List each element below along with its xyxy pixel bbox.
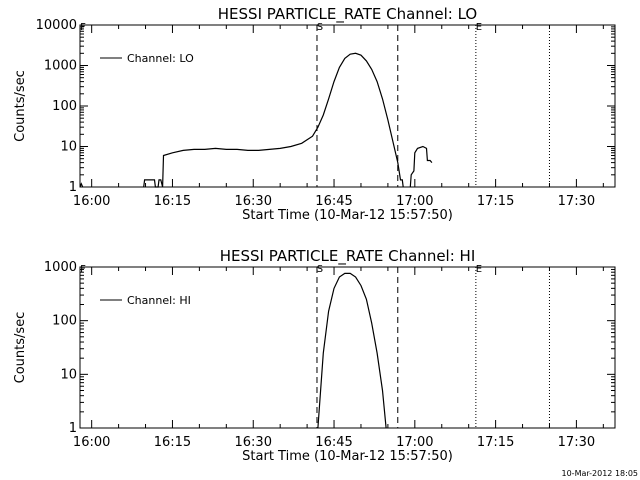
x-tick-label: 16:30 (235, 194, 272, 209)
y-tick-label: 10 (60, 140, 77, 155)
series-line (79, 182, 84, 188)
y-axis-label: Counts/sec (13, 70, 28, 142)
chart-title: HESSI PARTICLE_RATE Channel: LO (218, 5, 477, 24)
x-tick-label: 17:00 (396, 435, 433, 450)
series-line (317, 272, 387, 429)
x-tick-label: 17:30 (558, 435, 595, 450)
x-tick-label: 16:00 (73, 435, 110, 450)
event-marker-label: F (80, 264, 86, 275)
y-tick-label: 1000 (44, 260, 77, 275)
y-tick-label: 100 (52, 99, 77, 114)
legend-label: Channel: HI (127, 294, 191, 307)
legend-label: Channel: LO (127, 52, 194, 65)
event-marker-label: S (317, 264, 323, 275)
chart-title: HESSI PARTICLE_RATE Channel: HI (220, 247, 476, 266)
event-marker-label: F (80, 22, 86, 33)
event-marker-label: E (476, 22, 482, 33)
y-axis-label: Counts/sec (13, 312, 28, 384)
y-tick-label: 100 (52, 314, 77, 329)
y-tick-label: 1000 (44, 59, 77, 74)
x-tick-label: 16:00 (73, 194, 110, 209)
x-tick-label: 16:15 (154, 194, 191, 209)
x-tick-label: 17:30 (558, 194, 595, 209)
chart-panel-1: HESSI PARTICLE_RATE Channel: LO Counts/se… (13, 5, 616, 223)
y-tick-label: 10 (60, 367, 77, 382)
y-tick-label: 1 (69, 421, 77, 436)
chart-panel-2: HESSI PARTICLE_RATE Channel: HI Counts/se… (13, 247, 616, 464)
x-tick-label: 17:15 (477, 194, 514, 209)
event-marker-label: S (317, 22, 323, 33)
series-line (409, 145, 433, 188)
x-axis-label: Start Time (10-Mar-12 15:57:50) (242, 208, 453, 223)
x-tick-label: 16:45 (315, 435, 352, 450)
x-tick-label: 16:30 (235, 435, 272, 450)
x-tick-label: 16:45 (315, 194, 352, 209)
footer-timestamp: 10-Mar-2012 18:05 (562, 469, 639, 478)
x-tick-label: 17:15 (477, 435, 514, 450)
x-axis-label: Start Time (10-Mar-12 15:57:50) (242, 449, 453, 464)
x-tick-label: 16:15 (154, 435, 191, 450)
event-marker-label: E (476, 264, 482, 275)
plot-frame (79, 24, 616, 188)
x-tick-label: 17:00 (396, 194, 433, 209)
plot-frame (79, 266, 616, 429)
y-tick-label: 1 (69, 180, 77, 195)
y-tick-label: 10000 (36, 18, 77, 33)
series-line (143, 52, 404, 188)
